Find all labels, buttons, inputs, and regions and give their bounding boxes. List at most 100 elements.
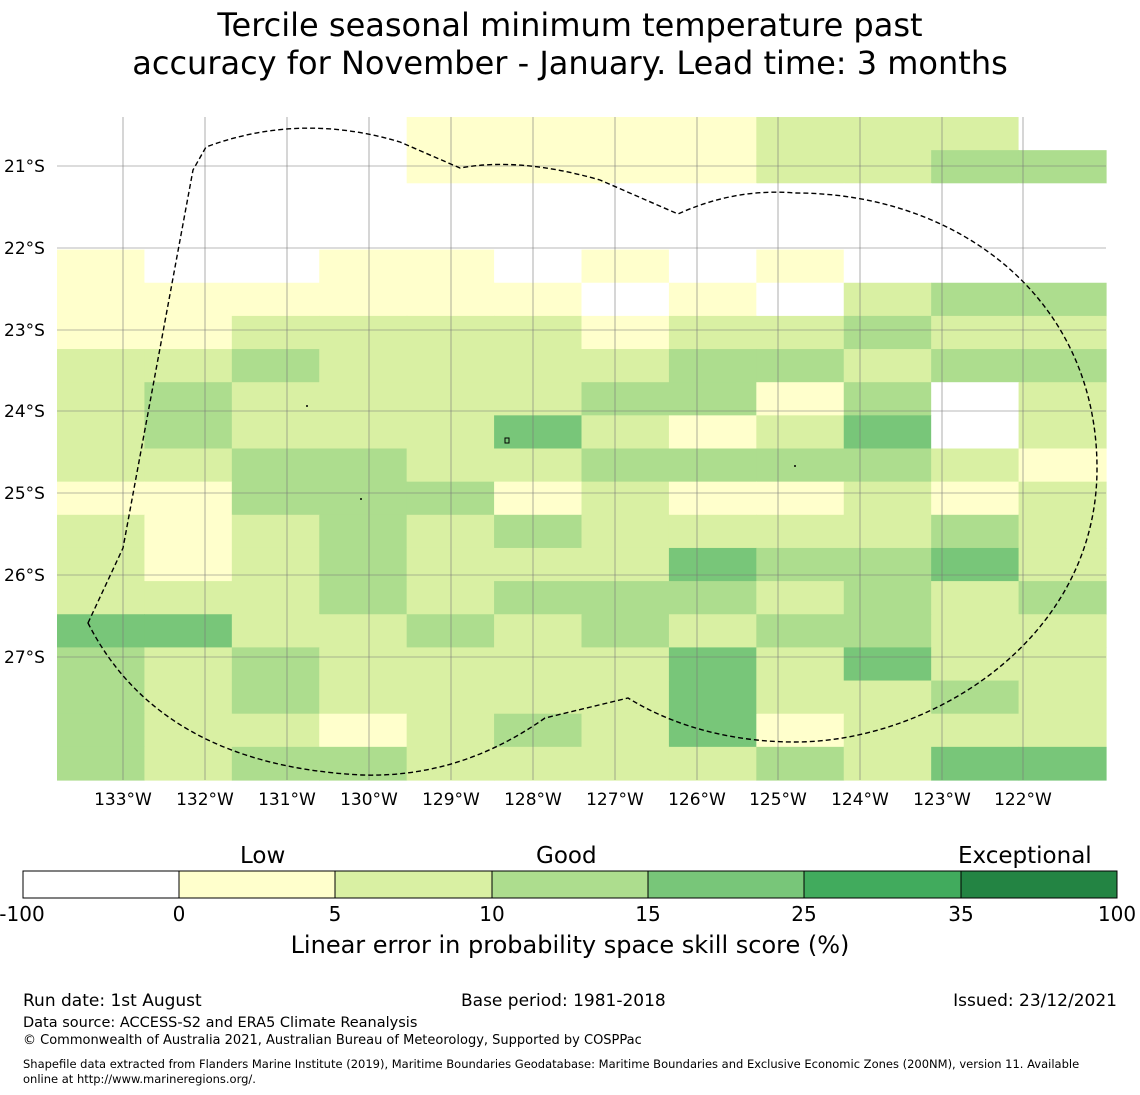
grid-cell [931, 183, 1020, 218]
grid-cell [57, 415, 146, 450]
longitude-labels: 133°W 132°W 131°W 130°W 129°W 128°W 127°W 126°W… [94, 790, 1052, 810]
grid-cell [843, 481, 932, 516]
grid-cell [57, 680, 146, 715]
grid-cell [756, 150, 845, 184]
grid-cell [756, 249, 845, 284]
grid-cell [319, 713, 408, 748]
grid-cell [756, 415, 845, 450]
grid-cell [406, 514, 495, 549]
grid-cell [319, 415, 408, 450]
grid-cell [931, 614, 1020, 648]
grid-cell [581, 746, 670, 781]
grid-cell [1018, 680, 1107, 715]
run-date: Run date: 1st August [23, 991, 202, 1011]
grid-cell [1018, 415, 1107, 450]
grid-cell [668, 448, 757, 483]
grid-cell [144, 713, 233, 748]
grid-cell [494, 547, 583, 582]
grid-cell [931, 150, 1020, 184]
grid-cell [1018, 349, 1107, 383]
grid-cell [668, 349, 757, 383]
grid-cell [668, 614, 757, 648]
grid-cell [319, 216, 408, 251]
data-source: Data source: ACCESS-S2 and ERA5 Climate … [23, 1015, 418, 1031]
grid-cell [581, 249, 670, 284]
grid-cell [1018, 150, 1107, 184]
grid-cell [57, 349, 146, 383]
colorbar-tick: 35 [948, 902, 974, 926]
grid-cell [1018, 117, 1107, 151]
longitude-label: 133°W [94, 790, 152, 810]
grid-cell [756, 282, 845, 317]
latitude-label: 27°S [4, 648, 45, 668]
grid-cell [494, 382, 583, 416]
grid-cell [406, 249, 495, 284]
grid-cell [668, 481, 757, 516]
grid-cell [581, 349, 670, 383]
longitude-label: 130°W [340, 790, 398, 810]
grid-cell [57, 614, 146, 648]
longitude-label: 127°W [586, 790, 644, 810]
longitude-label: 123°W [913, 790, 971, 810]
grid-cell [1018, 216, 1107, 251]
grid-cell [581, 581, 670, 615]
latitude-label: 24°S [4, 402, 45, 422]
colorbar-swatch [491, 870, 649, 899]
colorbar-swatch [334, 870, 493, 899]
grid-cell [843, 614, 932, 648]
grid-cell [494, 746, 583, 781]
grid-cell [668, 415, 757, 450]
grid-cell [494, 713, 583, 748]
colorbar-category-exceptional: Exceptional [958, 843, 1092, 869]
grid-cell [843, 547, 932, 582]
grid-cell [668, 713, 757, 748]
colorbar-tick: -100 [0, 902, 45, 926]
longitude-label: 124°W [831, 790, 889, 810]
shapefile-credit-line-1: Shapefile data extracted from Flanders M… [23, 1057, 1080, 1071]
grid-cell [319, 448, 408, 483]
grid-cell [581, 315, 670, 350]
grid-cell [756, 382, 845, 416]
grid-cell [668, 746, 757, 781]
grid-cell [581, 680, 670, 715]
grid-cell [931, 713, 1020, 748]
grid-cell [931, 349, 1020, 383]
grid-cell [581, 614, 670, 648]
grid-cell [144, 746, 233, 781]
grid-cell [756, 647, 845, 682]
grid-cell [57, 216, 146, 251]
grid-cell [144, 581, 233, 615]
grid-cell [756, 349, 845, 383]
grid-cell [1018, 481, 1107, 516]
latitude-label: 26°S [4, 566, 45, 586]
grid-cell [843, 216, 932, 251]
grid-cell [931, 216, 1020, 251]
colorbar-label: Linear error in probability space skill … [290, 931, 850, 959]
grid-cell [581, 183, 670, 218]
grid-cell [231, 647, 320, 682]
colorbar-category-low: Low [240, 843, 286, 869]
grid-cell [144, 282, 233, 317]
grid-cell [494, 183, 583, 218]
grid-cell [1018, 382, 1107, 416]
grid-cell [843, 117, 932, 151]
grid-cell [494, 481, 583, 516]
grid-cell [931, 315, 1020, 350]
grid-cell [144, 448, 233, 483]
grid-cell [406, 117, 495, 151]
grid-cell [319, 547, 408, 582]
grid-cell [668, 514, 757, 549]
grid-cell [319, 614, 408, 648]
grid-cell [1018, 183, 1107, 218]
grid-cell [406, 349, 495, 383]
skill-score-map: 21°S22°S23°S24°S25°S26°S27°S 133°W 132°W 1… [4, 117, 1107, 810]
grid-cell [144, 216, 233, 251]
colorbar-tick: 15 [635, 902, 661, 926]
grid-cell [406, 581, 495, 615]
grid-cell [843, 448, 932, 483]
grid-cell [231, 249, 320, 284]
grid-cell [406, 315, 495, 350]
colorbar-tick: 10 [479, 902, 505, 926]
grid-cell [57, 249, 146, 284]
grid-cell [931, 647, 1020, 682]
